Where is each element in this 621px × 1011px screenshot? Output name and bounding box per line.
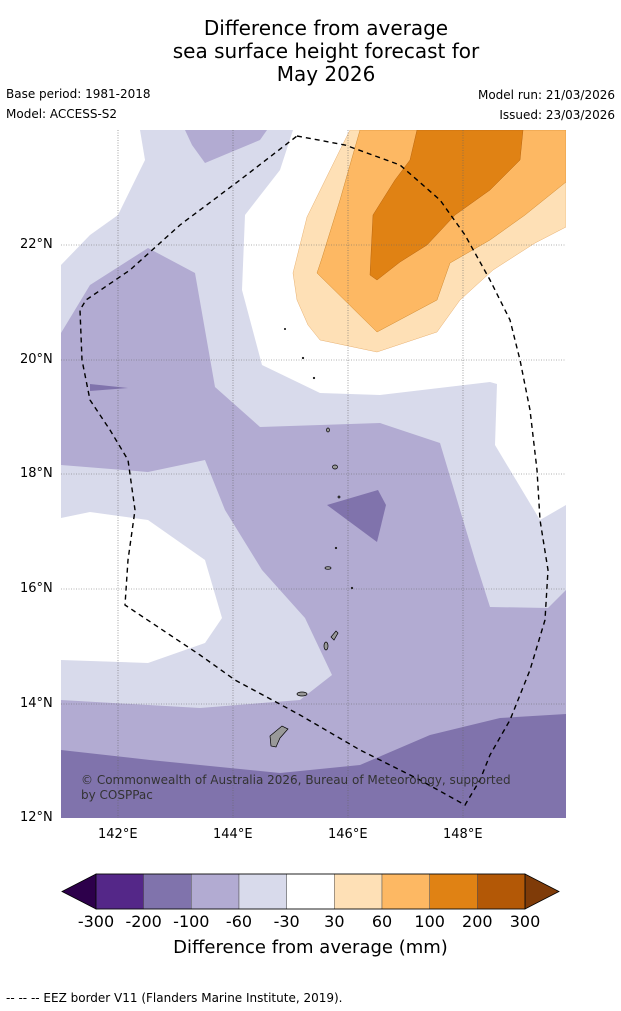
title-line-1: Difference from average: [203, 16, 449, 40]
colorbar-tick-label: 200: [462, 912, 493, 931]
island-saipan: [330, 630, 339, 641]
lat-label: 14°N: [20, 696, 53, 711]
colorbar-segment: [143, 873, 192, 910]
colorbar-segment: [95, 873, 144, 910]
contour-purple-main: [61, 248, 566, 818]
colorbar-outline: [95, 873, 526, 910]
contour-dark-purple-patch: [327, 490, 386, 542]
contour-dark-orange: [369, 130, 524, 281]
contour-medium-orange: [316, 130, 566, 333]
contour-dark-purple-sliver: [90, 384, 128, 391]
model-name: Model: ACCESS-S2: [6, 107, 118, 121]
colorbar-segment: [429, 873, 478, 910]
colorbar-segment: [381, 873, 430, 910]
colorbar-tick-label: -30: [273, 912, 300, 931]
lat-label: 18°N: [20, 466, 53, 481]
copyright-notice: © Commonwealth of Australia 2026, Bureau…: [81, 773, 511, 802]
colorbar-extend-low: [61, 873, 97, 910]
colorbar-tick-label: 300: [509, 912, 541, 931]
model-run: Model run: 21/03/2026: [477, 88, 615, 102]
island-rota: [296, 691, 308, 697]
islands: [269, 327, 354, 748]
lat-label: 12°N: [20, 810, 53, 825]
base-period: Base period: 1981-2018: [6, 87, 151, 101]
lat-label: 16°N: [20, 581, 53, 596]
colorbar-segment: [286, 873, 335, 910]
colorbar-segment: [477, 873, 526, 910]
eez-border: [79, 135, 549, 806]
contour-white-left: [61, 512, 222, 663]
contour-white-topleft: [61, 130, 145, 265]
lat-label: 20°N: [20, 352, 53, 367]
map-title: Difference from average sea surface heig…: [0, 17, 621, 86]
gridlines: [61, 130, 566, 818]
colorbar-extend-high: [524, 873, 560, 910]
eez-footnote: -- -- -- EEZ border V11 (Flanders Marine…: [6, 991, 343, 1005]
contour-dark-purple-bottom: [61, 714, 566, 818]
colorbar-tick-label: -100: [173, 912, 210, 931]
colorbar-title: Difference from average (mm): [173, 937, 448, 958]
colorbar-segment: [191, 873, 240, 910]
colorbar-segment: [334, 873, 383, 910]
lon-label: 146°E: [328, 827, 368, 842]
island-guam: [269, 725, 289, 748]
colorbar-tick-label: -300: [77, 912, 115, 931]
issued-date: Issued: 23/03/2026: [499, 108, 615, 122]
colorbar-tick-label: 30: [324, 912, 345, 931]
colorbar-tick-label: 100: [414, 912, 445, 931]
lon-label: 142°E: [98, 827, 138, 842]
lat-label: 22°N: [20, 237, 53, 252]
colorbar-tick-label: -200: [125, 912, 162, 931]
lon-label: 148°E: [443, 827, 483, 842]
island-tinian: [323, 641, 329, 651]
colorbar-segment: [238, 873, 287, 910]
title-line-2: sea surface height forecast for: [172, 39, 480, 63]
lon-label: 144°E: [213, 827, 253, 842]
title-line-3: May 2026: [276, 62, 376, 86]
colorbar-tick-label: -60: [225, 912, 253, 931]
contour-purple-top: [185, 130, 267, 163]
colorbar: [61, 873, 560, 910]
colorbar-tick-label: 60: [371, 912, 393, 931]
sea-level-map: [61, 130, 566, 818]
